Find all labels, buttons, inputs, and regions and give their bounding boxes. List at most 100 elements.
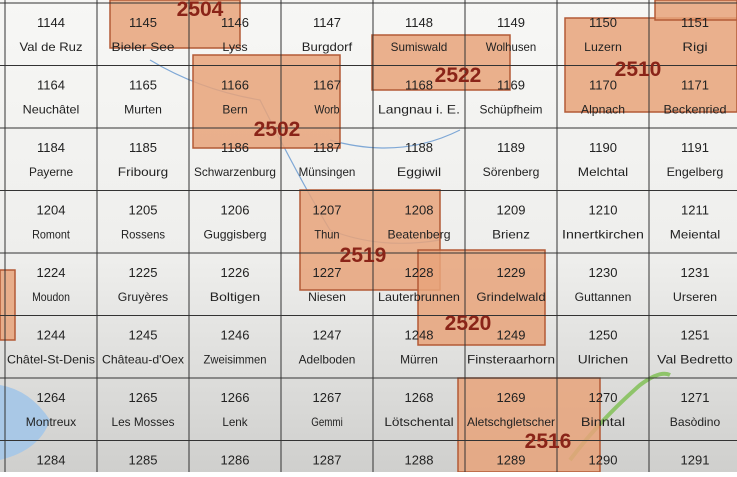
sheet-name: Brienz — [492, 228, 530, 242]
lake — [0, 385, 50, 460]
sheet-number: 1188 — [405, 140, 433, 155]
sheet-number: 1266 — [221, 390, 250, 405]
sheet-number: 1210 — [589, 203, 618, 218]
sheet-number: 1229 — [497, 265, 526, 280]
sheet-number: 1204 — [37, 203, 66, 218]
sheet-name: Les Mosses — [112, 415, 175, 429]
sheet-number: 1224 — [37, 265, 66, 280]
sheet-name: Sumiswald — [391, 40, 448, 54]
sheet-number: 1169 — [497, 78, 525, 93]
sheet-name: Adelboden — [299, 353, 356, 367]
sheet-number: 1286 — [221, 453, 250, 468]
sheet-name: Wolhusen — [486, 40, 536, 54]
sheet-name: Schüpfheim — [480, 103, 543, 117]
sheet-number: 1207 — [313, 203, 342, 218]
sheet-name: Lötschental — [384, 415, 453, 429]
sheet-name: Châtel-St-Denis — [7, 353, 95, 367]
sheet-number: 1250 — [589, 328, 618, 343]
sheet-name: Langnau i. E. — [378, 103, 460, 117]
sheet-number: 1249 — [497, 328, 526, 343]
sheet-name: Fribourg — [118, 165, 168, 179]
sheet-name: Lyss — [222, 40, 247, 54]
sheet-number: 1226 — [221, 265, 250, 280]
sheet-name: Gruyères — [118, 290, 168, 304]
sheet-number: 1265 — [129, 390, 158, 405]
sheet-name: Engelberg — [667, 165, 724, 179]
sheet-number: 1209 — [497, 203, 526, 218]
sheet-number: 1208 — [405, 203, 434, 218]
sheet-number: 1248 — [405, 328, 434, 343]
sheet-number: 1228 — [405, 265, 434, 280]
sheet-number: 1268 — [405, 390, 434, 405]
sheet-name: Melchtal — [578, 165, 628, 179]
sheet-name: Meiental — [670, 228, 720, 242]
sheet-number: 1244 — [37, 328, 66, 343]
sheet-number: 1267 — [313, 390, 342, 405]
sheet-name: Bieler See — [112, 40, 175, 54]
sheet-number: 1269 — [497, 390, 526, 405]
sheet-name: Neuchâtel — [23, 103, 80, 117]
sheet-number: 1148 — [405, 15, 433, 30]
sheet-number: 1271 — [681, 390, 710, 405]
sheet-name: Val Bedretto — [657, 353, 733, 367]
sheet-name: Gemmi — [311, 415, 343, 429]
sheet-name: Moudon — [32, 290, 70, 304]
sheet-name: Bern — [222, 103, 247, 117]
sheet-name: Mürren — [400, 353, 438, 367]
sheet-number: 1150 — [589, 15, 617, 30]
overlay-label: 2510 — [615, 58, 662, 81]
sheet-name: Aletschgletscher — [467, 415, 555, 429]
sheet-name: Lenk — [222, 415, 248, 429]
sheet-number: 1270 — [589, 390, 618, 405]
sheet-number: 1186 — [221, 140, 249, 155]
sheet-number: 1149 — [497, 15, 525, 30]
sheet-number: 1187 — [313, 140, 341, 155]
sheet-number: 1231 — [681, 265, 710, 280]
overlay-label: 2519 — [340, 244, 387, 267]
sheet-name: Burgdorf — [302, 40, 353, 54]
sheet-name: Grindelwald — [476, 290, 545, 304]
sheet-name: Thun — [314, 228, 339, 242]
sheet-name: Luzern — [584, 40, 622, 54]
sheet-name: Binntal — [581, 415, 625, 429]
sheet-number: 1165 — [129, 78, 157, 93]
sheet-name: Innertkirchen — [562, 228, 644, 242]
sheet-name: Niesen — [308, 290, 346, 304]
sheet-number: 1247 — [313, 328, 342, 343]
sheet-number: 1227 — [313, 265, 342, 280]
sheet-number: 1225 — [129, 265, 158, 280]
sheet-number: 1251 — [681, 328, 710, 343]
sheet-name: Schwarzenburg — [194, 165, 276, 179]
sheet-number: 1184 — [37, 140, 65, 155]
sheet-number: 1189 — [497, 140, 525, 155]
overlay-label: 2520 — [445, 312, 492, 335]
sheet-number: 1146 — [221, 15, 249, 30]
sheet-number: 1190 — [589, 140, 617, 155]
sheet-number: 1191 — [681, 140, 709, 155]
sheet-name: Alpnach — [581, 103, 625, 117]
sheet-name: Eggiwil — [397, 165, 441, 179]
sheet-number: 1164 — [37, 78, 65, 93]
sheet-name: Montreux — [26, 415, 76, 429]
sheet-number: 1287 — [313, 453, 342, 468]
sheet-number: 1288 — [405, 453, 434, 468]
sheet-name: Château-d'Oex — [102, 353, 184, 367]
overlay-label: 2502 — [254, 118, 301, 141]
sheet-name: Guggisberg — [204, 228, 267, 242]
sheet-number: 1284 — [37, 453, 66, 468]
sheet-name: Rossens — [121, 228, 165, 242]
sheet-number: 1245 — [129, 328, 158, 343]
sheet-name: Rigi — [682, 40, 707, 54]
sheet-name: Boltigen — [210, 290, 260, 304]
sheet-name: Lauterbrunnen — [378, 290, 460, 304]
sheet-number: 1264 — [37, 390, 66, 405]
sheet-name: Guttannen — [575, 290, 632, 304]
sheet-number: 1285 — [129, 453, 158, 468]
sheet-name: Payerne — [29, 165, 73, 179]
sheet-name: Zweisimmen — [204, 353, 267, 367]
sheet-number: 1211 — [681, 203, 709, 218]
sheet-number: 1185 — [129, 140, 157, 155]
sheet-number: 1147 — [313, 15, 341, 30]
sheet-number: 1151 — [681, 15, 709, 30]
